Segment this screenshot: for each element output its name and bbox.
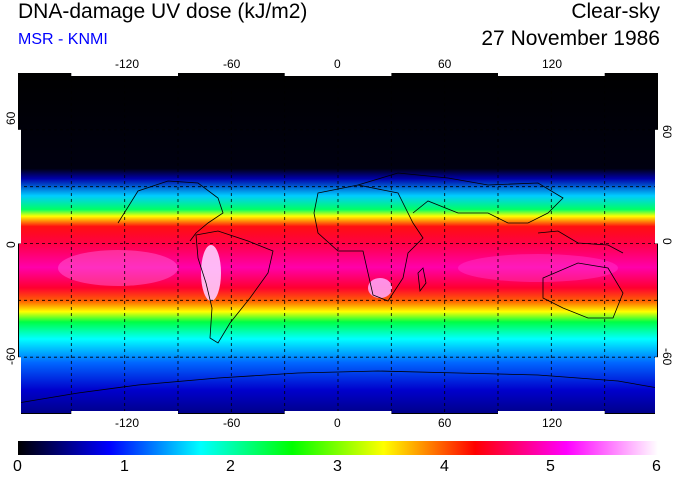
map-title: DNA-damage UV dose (kJ/m2) xyxy=(18,0,308,23)
lon-tick-top-4: 120 xyxy=(542,57,563,71)
africa-coastline xyxy=(313,184,424,302)
south-america-high-dose-patch xyxy=(58,250,178,286)
north-america-coastline xyxy=(117,180,224,242)
lon-tick-bottom-0: -120 xyxy=(115,416,140,430)
lon-tick-top-1: -60 xyxy=(223,57,241,71)
coastlines xyxy=(18,172,658,404)
lon-tick-top-2: 0 xyxy=(334,57,341,71)
colorbar-label-0: 0 xyxy=(13,458,22,475)
southern-africa-high-dose-patch xyxy=(368,278,392,298)
colorbar-label-1: 1 xyxy=(120,458,129,475)
colorbar xyxy=(18,441,658,455)
south-america-coastline xyxy=(195,230,274,344)
lon-tick-bottom-3: 60 xyxy=(438,416,452,430)
lat-tick-left-0: 60 xyxy=(4,111,18,125)
lon-tick-bottom-1: -60 xyxy=(223,416,241,430)
colorbar-label-2: 2 xyxy=(226,458,235,475)
graticule xyxy=(18,73,658,414)
madagascar-coastline xyxy=(417,267,427,293)
uv-dose-map xyxy=(18,73,658,414)
lat-tick-right-2: -60 xyxy=(660,348,674,366)
colorbar-label-4: 4 xyxy=(440,458,449,475)
map-frame xyxy=(18,73,658,414)
lon-tick-top-3: 60 xyxy=(438,57,452,71)
colorbar-label-5: 5 xyxy=(546,458,555,475)
lat-tick-left-2: -60 xyxy=(4,347,18,365)
lat-tick-right-1: 0 xyxy=(660,238,674,245)
lat-tick-right-0: 60 xyxy=(660,125,674,139)
source-label: MSR - KNMI xyxy=(18,31,108,48)
sky-condition-label: Clear-sky xyxy=(571,0,660,23)
lon-tick-bottom-4: 120 xyxy=(542,416,563,430)
antarctica-coastline xyxy=(18,370,658,404)
lon-tick-top-0: -120 xyxy=(115,57,140,71)
lat-tick-left-1: 0 xyxy=(4,241,18,248)
indian-ocean-high-dose-patch xyxy=(458,254,618,282)
europe-asia-coastline xyxy=(357,172,564,224)
colorbar-label-6: 6 xyxy=(652,458,661,475)
australia-coastline xyxy=(542,262,624,319)
andes-high-dose-patch xyxy=(201,245,221,301)
lon-tick-bottom-2: 0 xyxy=(334,416,341,430)
date-label: 27 November 1986 xyxy=(481,27,660,50)
colorbar-label-3: 3 xyxy=(333,458,342,475)
